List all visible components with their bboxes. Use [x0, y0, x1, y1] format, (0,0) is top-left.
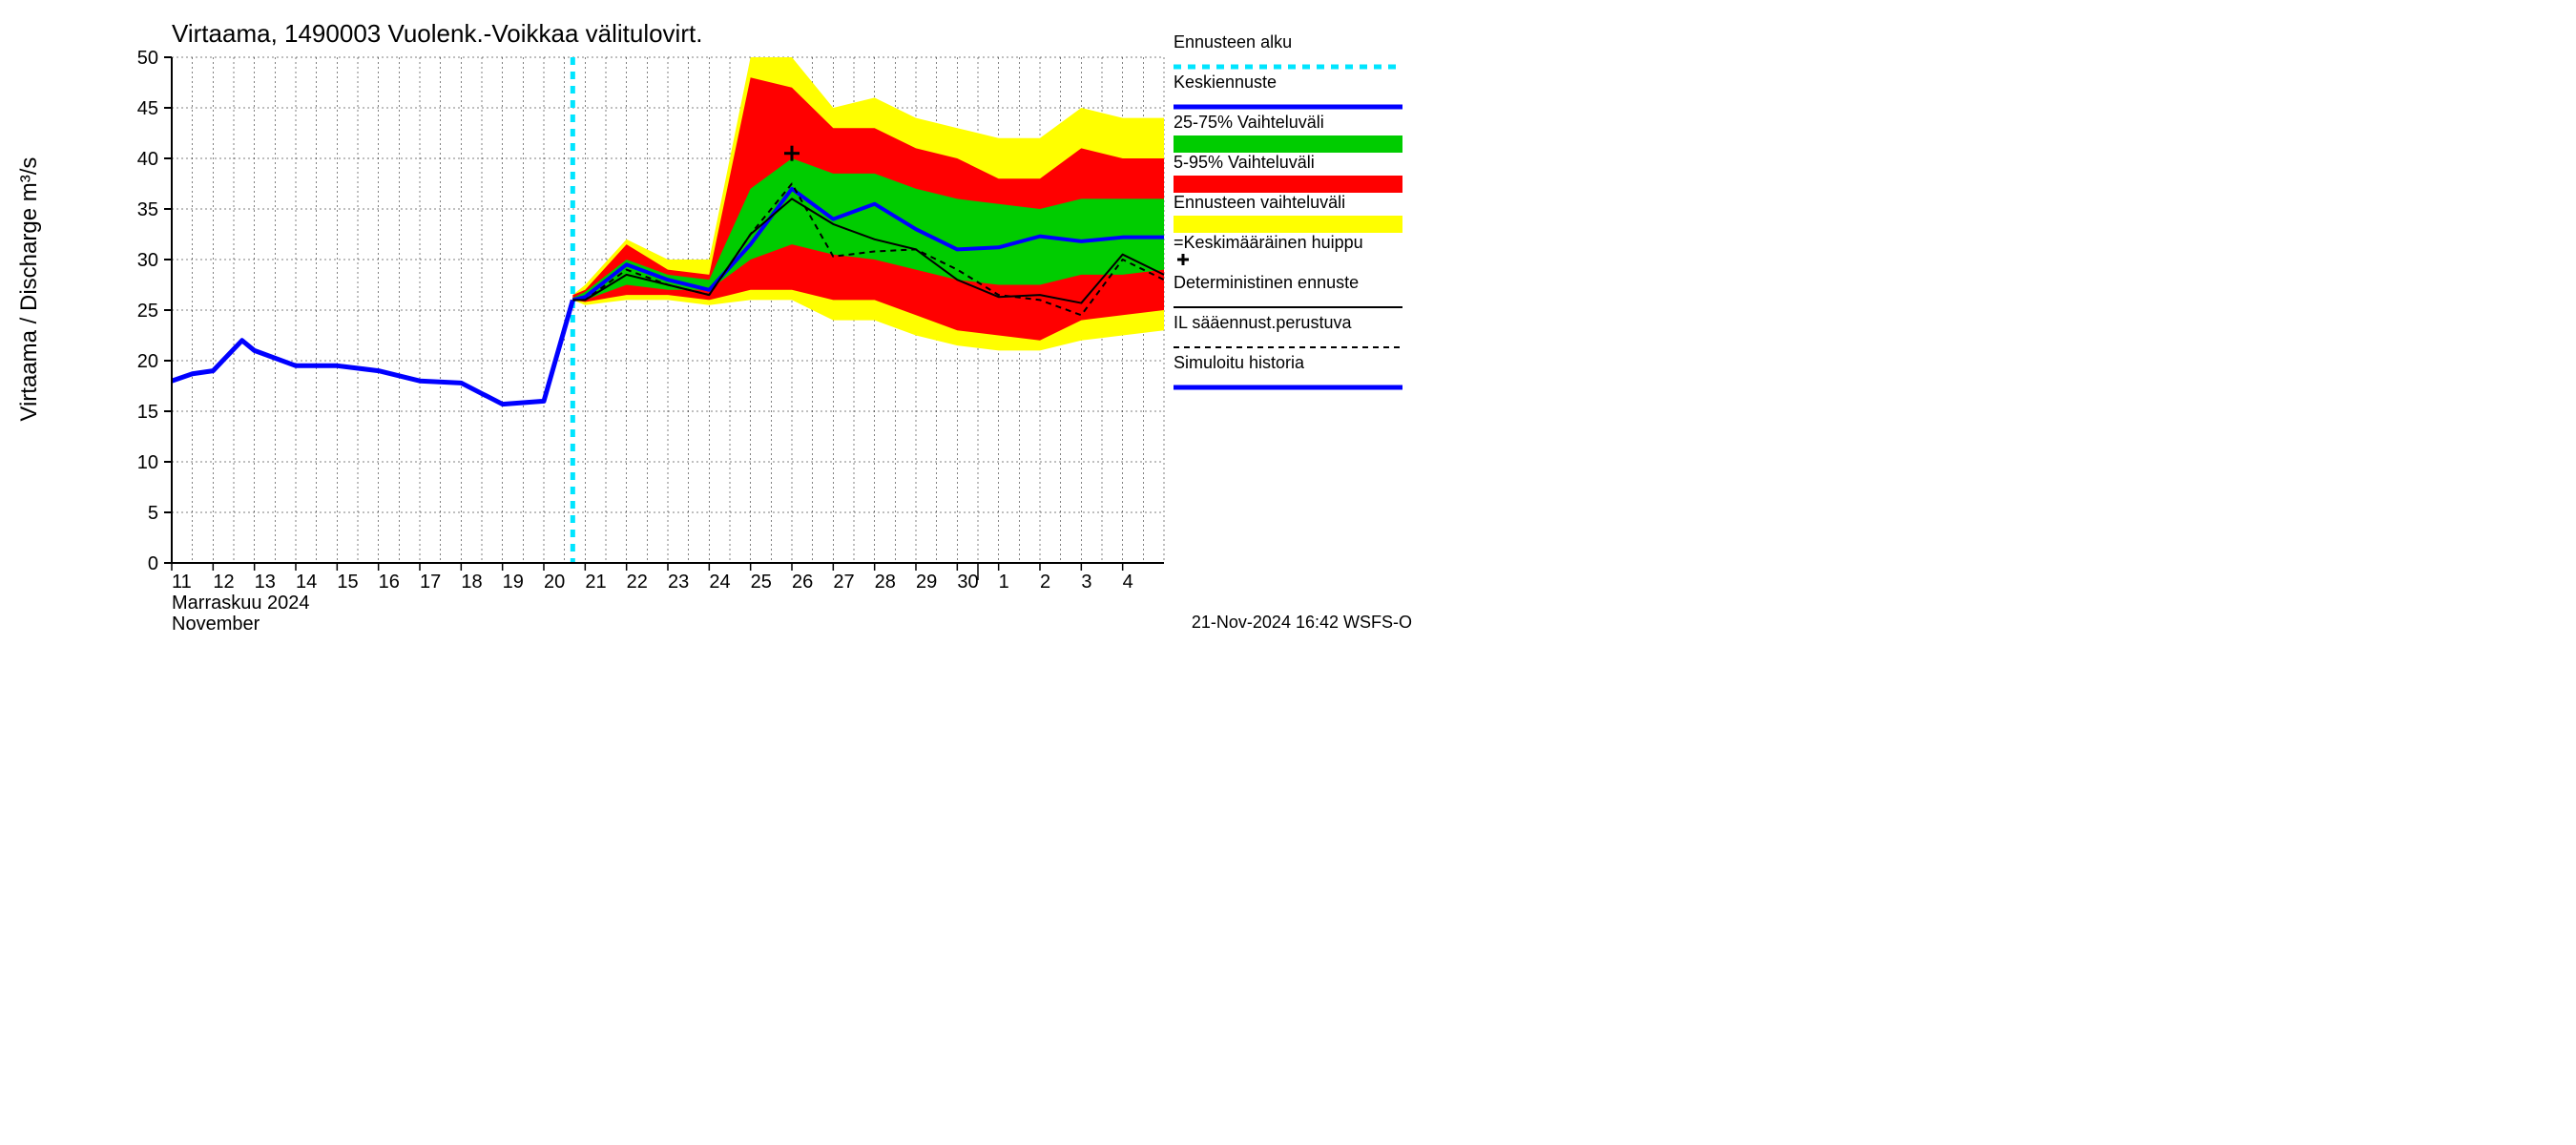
legend-label: =Keskimääräinen huippu	[1174, 233, 1363, 252]
x-tick-label: 18	[461, 572, 482, 593]
y-tick-label: 10	[137, 452, 158, 473]
legend-label: Simuloitu historia	[1174, 353, 1305, 372]
x-tick-label: 12	[213, 572, 234, 593]
x-tick-label: 19	[503, 572, 524, 593]
x-tick-label: 25	[751, 572, 772, 593]
y-tick-label: 5	[148, 503, 158, 524]
legend-label: Ennusteen vaihteluväli	[1174, 193, 1345, 212]
x-tick-label: 24	[709, 572, 730, 593]
y-tick-label: 45	[137, 98, 158, 119]
legend-label: 5-95% Vaihteluväli	[1174, 153, 1315, 172]
legend-label: Ennusteen alku	[1174, 32, 1292, 52]
y-tick-label: 0	[148, 553, 158, 574]
x-tick-label: 11	[172, 572, 192, 593]
chart-svg: 0510152025303540455011121314151617181920…	[10, 10, 1422, 639]
month-label-fi: Marraskuu 2024	[172, 593, 310, 614]
x-tick-label: 21	[585, 572, 606, 593]
footer-timestamp: 21-Nov-2024 16:42 WSFS-O	[1192, 613, 1412, 632]
x-tick-label: 1	[999, 572, 1009, 593]
discharge-chart: 0510152025303540455011121314151617181920…	[10, 10, 1422, 639]
x-tick-label: 29	[916, 572, 937, 593]
legend-label: Deterministinen ennuste	[1174, 273, 1359, 292]
x-tick-label: 27	[833, 572, 854, 593]
y-tick-label: 40	[137, 149, 158, 170]
y-tick-label: 20	[137, 351, 158, 372]
x-tick-label: 13	[255, 572, 276, 593]
x-tick-label: 17	[420, 572, 441, 593]
x-tick-label: 23	[668, 572, 689, 593]
legend-label: 25-75% Vaihteluväli	[1174, 113, 1324, 132]
month-label-en: November	[172, 614, 260, 635]
y-axis-label: Virtaama / Discharge m³/s	[16, 157, 42, 422]
x-tick-label: 20	[544, 572, 565, 593]
y-tick-label: 50	[137, 48, 158, 69]
x-tick-label: 15	[337, 572, 358, 593]
legend-label: IL sääennust.perustuva	[1174, 313, 1352, 332]
x-tick-label: 16	[379, 572, 400, 593]
x-tick-label: 3	[1081, 572, 1091, 593]
x-tick-label: 22	[627, 572, 648, 593]
x-tick-label: 26	[792, 572, 813, 593]
y-tick-label: 30	[137, 250, 158, 271]
chart-title: Virtaama, 1490003 Vuolenk.-Voikkaa välit…	[172, 19, 702, 48]
y-tick-label: 15	[137, 402, 158, 423]
legend-label: Keskiennuste	[1174, 73, 1277, 92]
x-tick-label: 28	[875, 572, 896, 593]
y-tick-label: 35	[137, 199, 158, 220]
y-tick-label: 25	[137, 301, 158, 322]
x-tick-label: 14	[296, 572, 317, 593]
x-tick-label: 30	[957, 572, 978, 593]
x-tick-label: 2	[1040, 572, 1050, 593]
x-tick-label: 4	[1123, 572, 1133, 593]
